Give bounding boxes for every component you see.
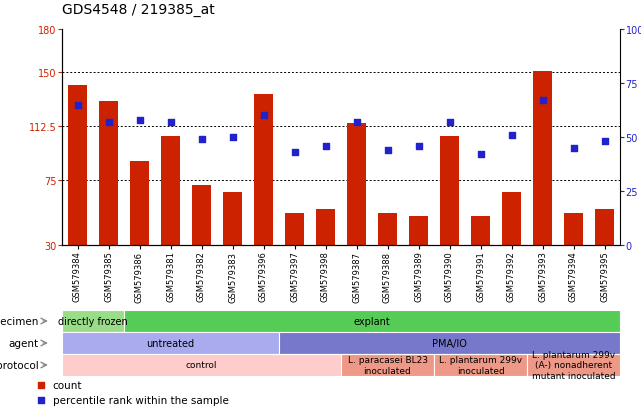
Point <box>103 119 113 126</box>
Bar <box>99 102 118 245</box>
Bar <box>68 86 87 245</box>
Point <box>444 119 454 126</box>
Point <box>165 119 176 126</box>
Bar <box>378 214 397 245</box>
Point <box>351 119 362 126</box>
Text: percentile rank within the sample: percentile rank within the sample <box>53 395 228 405</box>
Bar <box>223 192 242 245</box>
Bar <box>316 209 335 245</box>
Point <box>413 143 424 150</box>
Bar <box>130 162 149 245</box>
Point <box>289 150 299 156</box>
Bar <box>409 217 428 245</box>
Bar <box>62 354 341 376</box>
Text: control: control <box>186 361 217 370</box>
Bar <box>595 209 614 245</box>
Bar <box>440 136 459 245</box>
Text: protocol: protocol <box>0 360 38 370</box>
Bar <box>62 310 124 332</box>
Point <box>506 132 517 139</box>
Bar <box>192 185 211 245</box>
Point <box>135 117 145 124</box>
Bar <box>254 95 273 245</box>
Bar <box>161 136 179 245</box>
Text: L. paracasei BL23
inoculated: L. paracasei BL23 inoculated <box>347 356 428 375</box>
Text: count: count <box>53 380 82 390</box>
Text: untreated: untreated <box>146 338 195 348</box>
Text: PMA/IO: PMA/IO <box>432 338 467 348</box>
Bar <box>62 332 279 354</box>
Bar <box>527 354 620 376</box>
Point <box>537 98 547 104</box>
Text: L. plantarum 299v
(A-) nonadherent
mutant inoculated: L. plantarum 299v (A-) nonadherent mutan… <box>531 350 615 380</box>
Point <box>196 137 206 143</box>
Text: L. plantarum 299v
inoculated: L. plantarum 299v inoculated <box>439 356 522 375</box>
Bar <box>502 192 520 245</box>
Bar <box>279 332 620 354</box>
Text: GDS4548 / 219385_at: GDS4548 / 219385_at <box>62 3 215 17</box>
Bar <box>285 214 304 245</box>
Point <box>36 397 46 404</box>
Bar <box>533 71 552 245</box>
Point <box>72 102 83 109</box>
Text: specimen: specimen <box>0 316 38 326</box>
Point <box>320 143 331 150</box>
Bar <box>471 217 490 245</box>
Point <box>258 113 269 119</box>
Bar <box>564 214 583 245</box>
Bar <box>434 354 527 376</box>
Point <box>36 382 46 388</box>
Point <box>599 139 610 145</box>
Point <box>569 145 579 152</box>
Bar <box>341 354 434 376</box>
Text: directly frozen: directly frozen <box>58 316 128 326</box>
Text: agent: agent <box>8 338 38 348</box>
Point <box>476 152 486 158</box>
Point <box>383 147 393 154</box>
Bar <box>124 310 620 332</box>
Point <box>228 134 238 141</box>
Bar <box>347 123 366 245</box>
Text: explant: explant <box>354 316 390 326</box>
